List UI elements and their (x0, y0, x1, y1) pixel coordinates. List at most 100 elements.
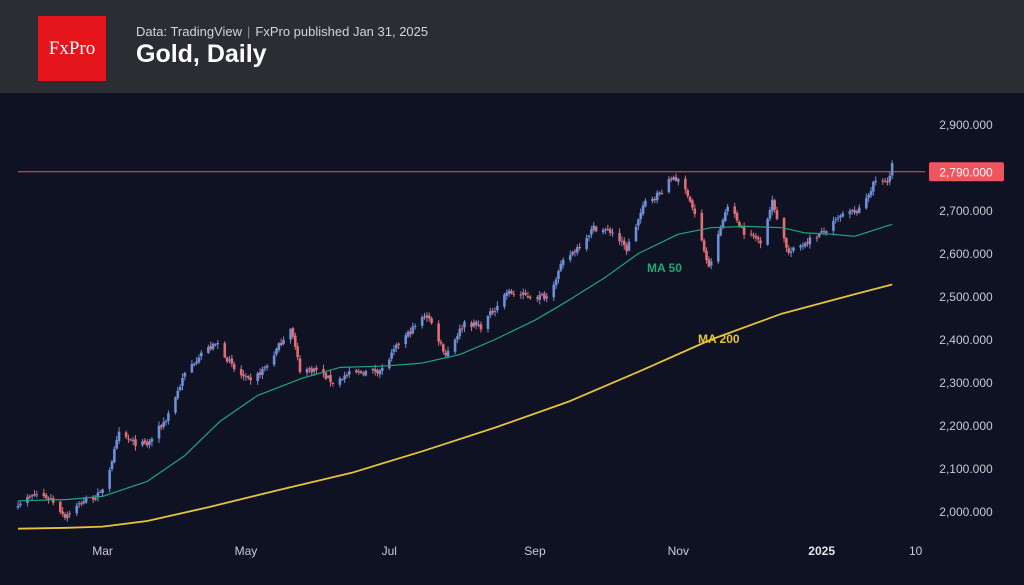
candle-body[interactable] (395, 344, 398, 349)
candle[interactable] (771, 195, 774, 216)
candle[interactable] (80, 500, 83, 507)
candle[interactable] (707, 256, 711, 268)
candle-body[interactable] (568, 255, 572, 260)
candle-body[interactable] (117, 431, 121, 442)
candle-body[interactable] (888, 175, 892, 182)
candle-body[interactable] (822, 231, 826, 233)
candle-body[interactable] (872, 181, 875, 192)
candle[interactable] (672, 175, 675, 181)
candle-body[interactable] (364, 370, 368, 376)
candle-body[interactable] (749, 233, 753, 235)
candle-body[interactable] (479, 324, 483, 330)
candle-body[interactable] (460, 328, 464, 330)
candle[interactable] (427, 312, 431, 322)
candle[interactable] (378, 368, 382, 379)
candle[interactable] (853, 206, 856, 215)
candle[interactable] (310, 365, 314, 377)
candle[interactable] (825, 230, 828, 236)
price-axis[interactable]: 2,790.000 2,000.000 2,100.000 2,200.000 2,30… (929, 118, 1004, 519)
candle[interactable] (719, 224, 722, 237)
candle-body[interactable] (207, 347, 210, 353)
candle-body[interactable] (543, 293, 546, 300)
candle-body[interactable] (359, 371, 363, 374)
candle[interactable] (246, 375, 250, 380)
candle-body[interactable] (275, 348, 278, 355)
candle-body[interactable] (825, 231, 828, 234)
candle[interactable] (655, 190, 659, 204)
candle-body[interactable] (246, 376, 250, 378)
candle[interactable] (886, 177, 889, 186)
candle[interactable] (430, 316, 433, 325)
candle-body[interactable] (742, 227, 746, 235)
candle-body[interactable] (150, 438, 154, 442)
candle-body[interactable] (331, 382, 335, 384)
candle[interactable] (644, 198, 647, 208)
candle-body[interactable] (545, 296, 549, 299)
candle-body[interactable] (834, 219, 838, 221)
candle-body[interactable] (157, 425, 161, 439)
candle-body[interactable] (355, 370, 358, 373)
candle[interactable] (606, 224, 610, 231)
candle-body[interactable] (115, 440, 118, 449)
candle-body[interactable] (298, 358, 302, 373)
candle[interactable] (176, 386, 180, 401)
candle[interactable] (519, 291, 523, 299)
candle-body[interactable] (841, 213, 845, 217)
candle[interactable] (667, 175, 671, 194)
candle-body[interactable] (258, 372, 262, 376)
candle-body[interactable] (68, 513, 71, 515)
candle[interactable] (129, 438, 133, 442)
candle-body[interactable] (886, 181, 889, 183)
candle-body[interactable] (30, 495, 34, 497)
candle[interactable] (131, 436, 135, 446)
candle[interactable] (77, 500, 81, 509)
candle-body[interactable] (850, 210, 854, 212)
candle[interactable] (653, 196, 657, 204)
candle[interactable] (42, 488, 46, 499)
candle-body[interactable] (178, 386, 182, 391)
candle[interactable] (594, 225, 598, 233)
candle-body[interactable] (263, 367, 267, 369)
candle[interactable] (446, 346, 450, 359)
candle[interactable] (806, 238, 809, 247)
candle-body[interactable] (594, 226, 598, 232)
candle[interactable] (113, 446, 116, 464)
candle[interactable] (181, 373, 184, 391)
candle[interactable] (799, 244, 802, 251)
candle-body[interactable] (486, 316, 490, 329)
candle-body[interactable] (380, 368, 384, 371)
candle[interactable] (258, 368, 262, 379)
candle[interactable] (472, 319, 476, 329)
candle[interactable] (439, 339, 443, 346)
candle[interactable] (850, 208, 854, 215)
candle-body[interactable] (47, 498, 50, 500)
candle[interactable] (832, 216, 835, 236)
candle-body[interactable] (96, 492, 100, 498)
level-price-tag[interactable]: 2,790.000 (929, 162, 1004, 182)
candle[interactable] (561, 257, 565, 269)
candle-body[interactable] (404, 335, 408, 345)
candle-body[interactable] (77, 503, 81, 505)
candle[interactable] (167, 410, 170, 425)
candle[interactable] (453, 337, 457, 355)
candle[interactable] (803, 241, 807, 249)
candle-body[interactable] (672, 177, 675, 180)
candle[interactable] (510, 289, 513, 295)
candle[interactable] (637, 218, 640, 231)
ma50-line[interactable] (17, 223, 893, 502)
candle[interactable] (486, 315, 490, 333)
candle-body[interactable] (578, 247, 581, 249)
candle[interactable] (641, 201, 645, 217)
candle-body[interactable] (641, 205, 645, 214)
plot-area[interactable]: MA 50 MA 200 (16, 160, 925, 530)
candle[interactable] (230, 354, 234, 368)
candle[interactable] (578, 242, 581, 251)
candle[interactable] (820, 227, 823, 234)
candle[interactable] (874, 176, 878, 186)
candle[interactable] (543, 290, 546, 302)
candle-body[interactable] (719, 228, 722, 236)
candle-body[interactable] (373, 369, 377, 372)
candle-body[interactable] (94, 498, 97, 500)
candle-body[interactable] (789, 251, 793, 253)
candle-body[interactable] (439, 341, 443, 344)
